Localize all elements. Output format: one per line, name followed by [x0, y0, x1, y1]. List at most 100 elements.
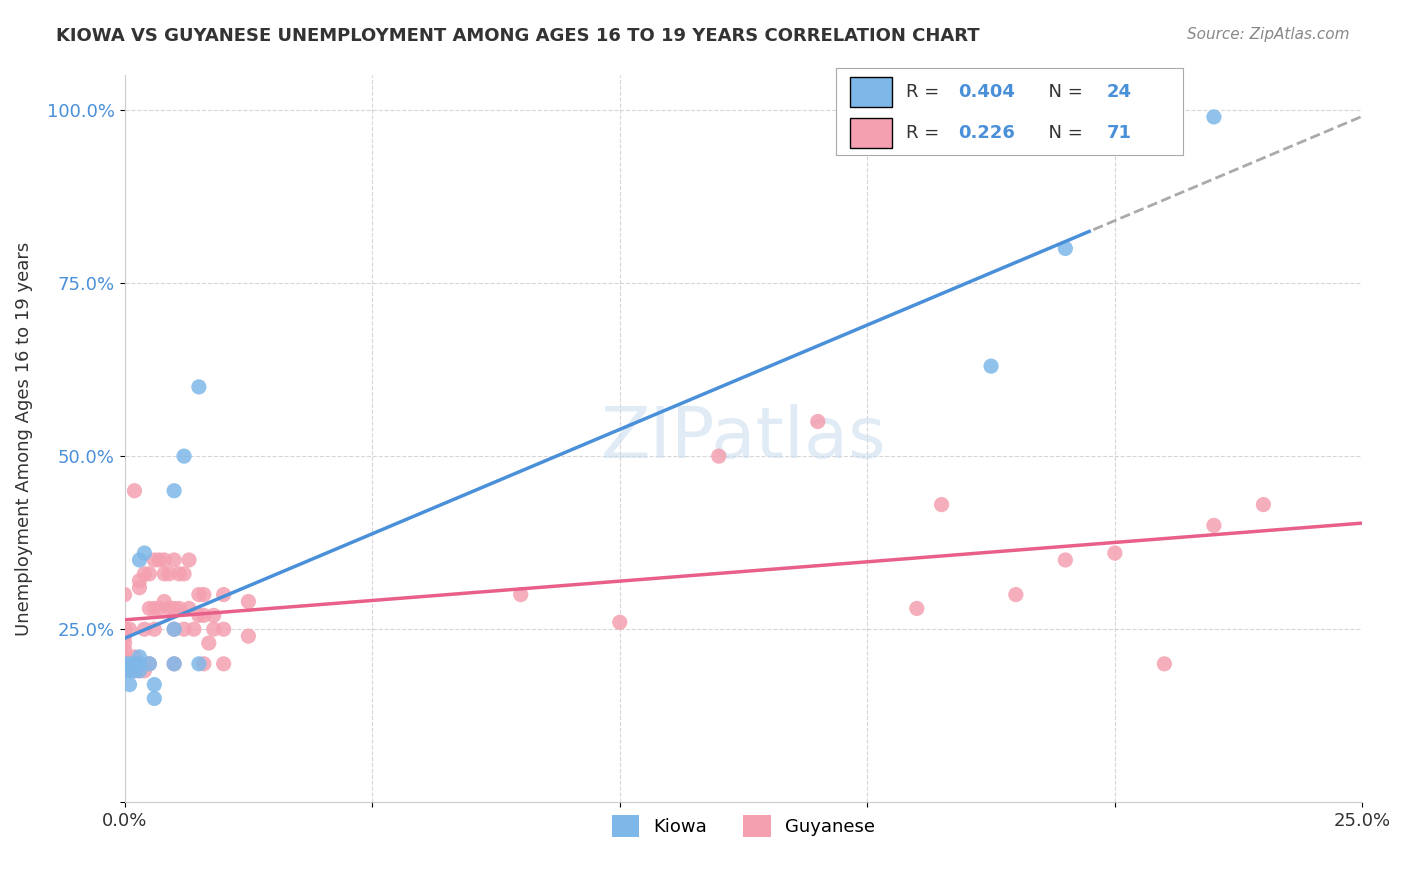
- Point: [128, 664, 150, 678]
- Point: [134, 622, 156, 636]
- Point: [128, 657, 150, 671]
- Point: [128, 553, 150, 567]
- Point: [707, 449, 730, 463]
- Point: [114, 622, 136, 636]
- Point: [163, 622, 186, 636]
- Text: ZIPatlas: ZIPatlas: [600, 404, 886, 474]
- Point: [138, 657, 160, 671]
- Point: [134, 664, 156, 678]
- Point: [114, 629, 136, 643]
- Point: [187, 608, 209, 623]
- Point: [1253, 498, 1275, 512]
- Point: [609, 615, 631, 630]
- Point: [118, 664, 141, 678]
- Point: [980, 359, 1002, 373]
- Point: [143, 601, 166, 615]
- Point: [118, 622, 141, 636]
- Point: [212, 622, 235, 636]
- Point: [163, 483, 186, 498]
- Point: [128, 664, 150, 678]
- Point: [193, 608, 215, 623]
- Point: [118, 664, 141, 678]
- Point: [124, 483, 146, 498]
- Point: [124, 649, 146, 664]
- Point: [163, 553, 186, 567]
- Point: [173, 566, 195, 581]
- Point: [163, 601, 186, 615]
- Y-axis label: Unemployment Among Ages 16 to 19 years: Unemployment Among Ages 16 to 19 years: [15, 242, 32, 636]
- Point: [124, 664, 146, 678]
- Point: [1104, 546, 1126, 560]
- Point: [167, 601, 190, 615]
- Point: [238, 629, 260, 643]
- Point: [124, 664, 146, 678]
- Point: [138, 566, 160, 581]
- Point: [193, 588, 215, 602]
- Point: [212, 657, 235, 671]
- Point: [167, 566, 190, 581]
- Point: [148, 553, 170, 567]
- Point: [114, 664, 136, 678]
- Point: [138, 601, 160, 615]
- Point: [177, 601, 200, 615]
- Point: [163, 622, 186, 636]
- Point: [143, 622, 166, 636]
- Text: Source: ZipAtlas.com: Source: ZipAtlas.com: [1187, 27, 1350, 42]
- Point: [183, 622, 205, 636]
- Point: [128, 581, 150, 595]
- Point: [153, 553, 176, 567]
- Point: [173, 622, 195, 636]
- Point: [114, 643, 136, 657]
- Point: [807, 415, 830, 429]
- Point: [143, 691, 166, 706]
- Point: [931, 498, 953, 512]
- Point: [148, 601, 170, 615]
- Point: [143, 677, 166, 691]
- Point: [163, 657, 186, 671]
- Point: [114, 649, 136, 664]
- Point: [1054, 553, 1077, 567]
- Point: [118, 657, 141, 671]
- Point: [1005, 588, 1028, 602]
- Point: [128, 649, 150, 664]
- Point: [124, 657, 146, 671]
- Point: [187, 588, 209, 602]
- Legend: Kiowa, Guyanese: Kiowa, Guyanese: [605, 807, 882, 844]
- Point: [118, 657, 141, 671]
- Point: [1202, 518, 1225, 533]
- Point: [118, 677, 141, 691]
- Point: [193, 657, 215, 671]
- Point: [153, 566, 176, 581]
- Point: [114, 588, 136, 602]
- Point: [114, 657, 136, 671]
- Point: [177, 553, 200, 567]
- Point: [128, 657, 150, 671]
- Point: [509, 588, 531, 602]
- Point: [163, 657, 186, 671]
- Point: [1202, 110, 1225, 124]
- Point: [202, 608, 225, 623]
- Point: [187, 657, 209, 671]
- Point: [238, 594, 260, 608]
- Point: [1153, 657, 1175, 671]
- Point: [187, 380, 209, 394]
- Point: [128, 574, 150, 588]
- Point: [114, 636, 136, 650]
- Point: [157, 601, 180, 615]
- Point: [157, 566, 180, 581]
- Point: [212, 588, 235, 602]
- Point: [905, 601, 928, 615]
- Text: KIOWA VS GUYANESE UNEMPLOYMENT AMONG AGES 16 TO 19 YEARS CORRELATION CHART: KIOWA VS GUYANESE UNEMPLOYMENT AMONG AGE…: [56, 27, 980, 45]
- Point: [1054, 242, 1077, 256]
- Point: [114, 657, 136, 671]
- Point: [114, 664, 136, 678]
- Point: [173, 449, 195, 463]
- Point: [138, 657, 160, 671]
- Point: [153, 594, 176, 608]
- Point: [202, 622, 225, 636]
- Point: [143, 553, 166, 567]
- Point: [134, 546, 156, 560]
- Point: [134, 566, 156, 581]
- Point: [197, 636, 219, 650]
- Point: [124, 657, 146, 671]
